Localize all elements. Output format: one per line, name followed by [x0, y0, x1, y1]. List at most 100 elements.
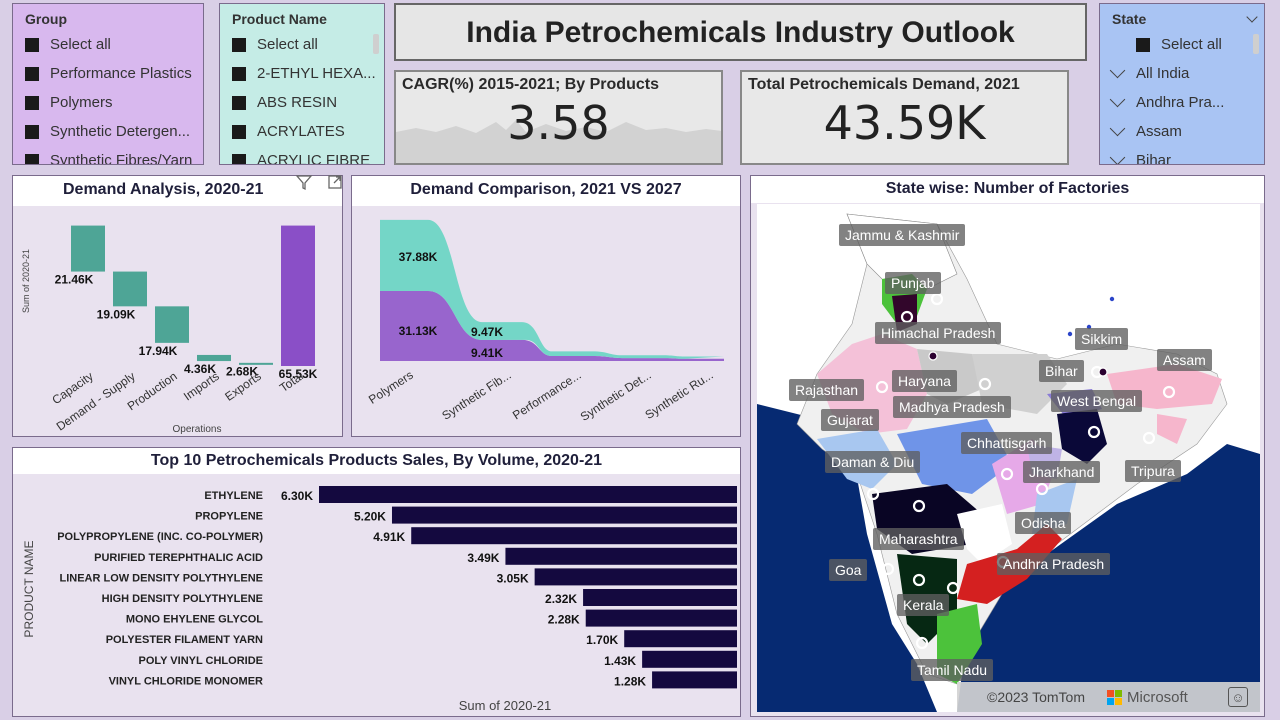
map-state-label[interactable]: Madhya Pradesh [893, 396, 1011, 418]
checkbox[interactable] [25, 153, 39, 164]
map-state-label[interactable]: Odisha [1015, 512, 1072, 534]
data-label: 1.70K [586, 633, 618, 647]
map-state-label[interactable]: Tripura [1125, 460, 1181, 482]
map-state-label[interactable]: Goa [829, 559, 868, 581]
map-state-label[interactable]: Assam [1157, 349, 1212, 371]
map-state-label[interactable]: Gujarat [821, 409, 879, 431]
slicer-item[interactable]: Performance Plastics [13, 59, 203, 88]
checkbox[interactable] [232, 153, 246, 164]
bar[interactable] [411, 527, 737, 545]
product-slicer[interactable]: Product Name Select all 2-ETHYL HEXA... AB… [219, 3, 385, 165]
bar[interactable] [534, 568, 737, 586]
y-tick-label: HIGH DENSITY POLYTHYLENE [102, 593, 263, 605]
data-label: 4.36K [184, 362, 216, 376]
demand-analysis-card[interactable]: Demand Analysis, 2020-21 21.46K Capacity 1… [12, 175, 343, 437]
waterfall-bar[interactable] [197, 354, 231, 362]
bar[interactable] [583, 589, 737, 606]
map-state-label[interactable]: Andhra Pradesh [997, 553, 1111, 575]
waterfall-bar[interactable] [155, 306, 189, 343]
checkbox[interactable] [232, 124, 246, 139]
top10-chart[interactable]: ETHYLENE 6.30K PROPYLENE 5.20K POLYPROPYLENE… [13, 474, 739, 716]
slicer-item[interactable]: Polymers [13, 88, 203, 117]
slicer-item[interactable]: ABS RESIN [220, 88, 384, 117]
bar[interactable] [624, 630, 737, 648]
waterfall-bar[interactable] [71, 225, 105, 272]
slicer-item[interactable]: ACRYLATES [220, 117, 384, 146]
checkbox[interactable] [25, 124, 39, 139]
chevron-down-icon[interactable] [1109, 62, 1126, 79]
bar[interactable] [585, 609, 737, 627]
chevron-down-icon[interactable] [1109, 91, 1126, 108]
data-label: 31.13K [399, 324, 438, 338]
slicer-item[interactable]: ACRYLIC FIBRE [220, 146, 384, 164]
chevron-down-icon[interactable] [1109, 120, 1126, 137]
map-state-label[interactable]: Jharkhand [1023, 461, 1101, 483]
map-canvas[interactable]: Jammu & Kashmir Punjab Himachal Pradesh Sik… [757, 204, 1260, 712]
slicer-item[interactable]: All India [1100, 59, 1264, 88]
focus-mode-icon[interactable] [326, 173, 344, 191]
top10-title: Top 10 Petrochemicals Products Sales, By… [150, 452, 603, 469]
slicer-item[interactable]: Synthetic Fibres/Yarn [13, 146, 203, 164]
waterfall-bar[interactable] [239, 362, 273, 365]
slicer-item[interactable]: 2-ETHYL HEXA... [220, 59, 384, 88]
kpi-demand: Total Petrochemicals Demand, 2021 43.59K [740, 70, 1069, 165]
checkbox[interactable] [232, 66, 246, 81]
cagr-sparkline [396, 120, 721, 163]
state-scrollbar[interactable] [1253, 34, 1259, 54]
map-state-label[interactable]: Kerala [897, 594, 950, 616]
checkbox[interactable] [1136, 37, 1150, 52]
waterfall-bar[interactable] [113, 271, 147, 307]
checkbox[interactable] [232, 37, 246, 52]
map-state-label[interactable]: Tamil Nadu [911, 659, 994, 681]
filter-icon[interactable] [294, 172, 314, 192]
demand-comparison-card[interactable]: Demand Comparison, 2021 VS 2027 37.88K 31… [351, 175, 741, 437]
map-state-label[interactable]: Haryana [892, 370, 957, 392]
map-state-label[interactable]: Maharashtra [873, 528, 964, 550]
slicer-item[interactable]: Bihar [1100, 146, 1264, 164]
checkbox[interactable] [25, 95, 39, 110]
bar[interactable] [319, 486, 737, 503]
x-tick-label: Synthetic Det... [578, 368, 654, 424]
slicer-item-label: Assam [1136, 123, 1182, 140]
bar[interactable] [391, 506, 737, 524]
x-tick-label: Synthetic Fib... [439, 368, 513, 423]
slicer-item[interactable]: Select all [220, 30, 384, 59]
slicer-item[interactable]: Synthetic Detergen... [13, 117, 203, 146]
top10-card[interactable]: Top 10 Petrochemicals Products Sales, By… [12, 447, 741, 717]
state-slicer[interactable]: State Select all All India Andhra Pra... As… [1099, 3, 1265, 165]
data-label: 3.49K [467, 551, 499, 565]
slicer-item[interactable]: Select all [13, 30, 203, 59]
product-scrollbar[interactable] [373, 34, 379, 54]
demand-comparison-chart[interactable]: 37.88K 31.13K 9.47K 9.41K Polymers Synthetic … [352, 206, 739, 436]
checkbox[interactable] [232, 95, 246, 110]
map-state-label[interactable]: Sikkim [1075, 328, 1129, 350]
map-state-label[interactable]: Himachal Pradesh [875, 322, 1002, 344]
map-state-label[interactable]: Chhattisgarh [961, 432, 1053, 454]
series-2027-ribbon[interactable] [380, 219, 724, 359]
map-state-label[interactable]: Rajasthan [789, 379, 865, 401]
bar[interactable] [642, 650, 737, 668]
chevron-down-icon[interactable] [1109, 149, 1126, 164]
data-label: 9.47K [471, 325, 503, 339]
map-state-label[interactable]: Punjab [885, 272, 941, 294]
bar[interactable] [652, 671, 737, 689]
group-slicer[interactable]: Group Select all Performance Plastics Poly… [12, 3, 204, 165]
slicer-item-label: ACRYLATES [257, 123, 345, 140]
series-2021-ribbon[interactable] [380, 290, 724, 361]
slicer-item[interactable]: Assam [1100, 117, 1264, 146]
slicer-item-label: Performance Plastics [50, 65, 192, 82]
checkbox[interactable] [25, 37, 39, 52]
slicer-item[interactable]: Select all [1100, 30, 1264, 59]
map-card[interactable]: State wise: Number of Factories [750, 175, 1265, 717]
map-state-label[interactable]: West Bengal [1051, 390, 1143, 412]
bar[interactable] [505, 547, 737, 565]
map-state-label[interactable]: Daman & Diu [825, 451, 921, 473]
slicer-item[interactable]: Andhra Pra... [1100, 88, 1264, 117]
map-state-label[interactable]: Jammu & Kashmir [839, 224, 966, 246]
data-label: 37.88K [399, 250, 438, 264]
map-state-label[interactable]: Bihar [1039, 360, 1084, 382]
waterfall-bar[interactable] [281, 225, 315, 366]
checkbox[interactable] [25, 66, 39, 81]
feedback-smiley-icon[interactable]: ☺ [1228, 687, 1248, 707]
